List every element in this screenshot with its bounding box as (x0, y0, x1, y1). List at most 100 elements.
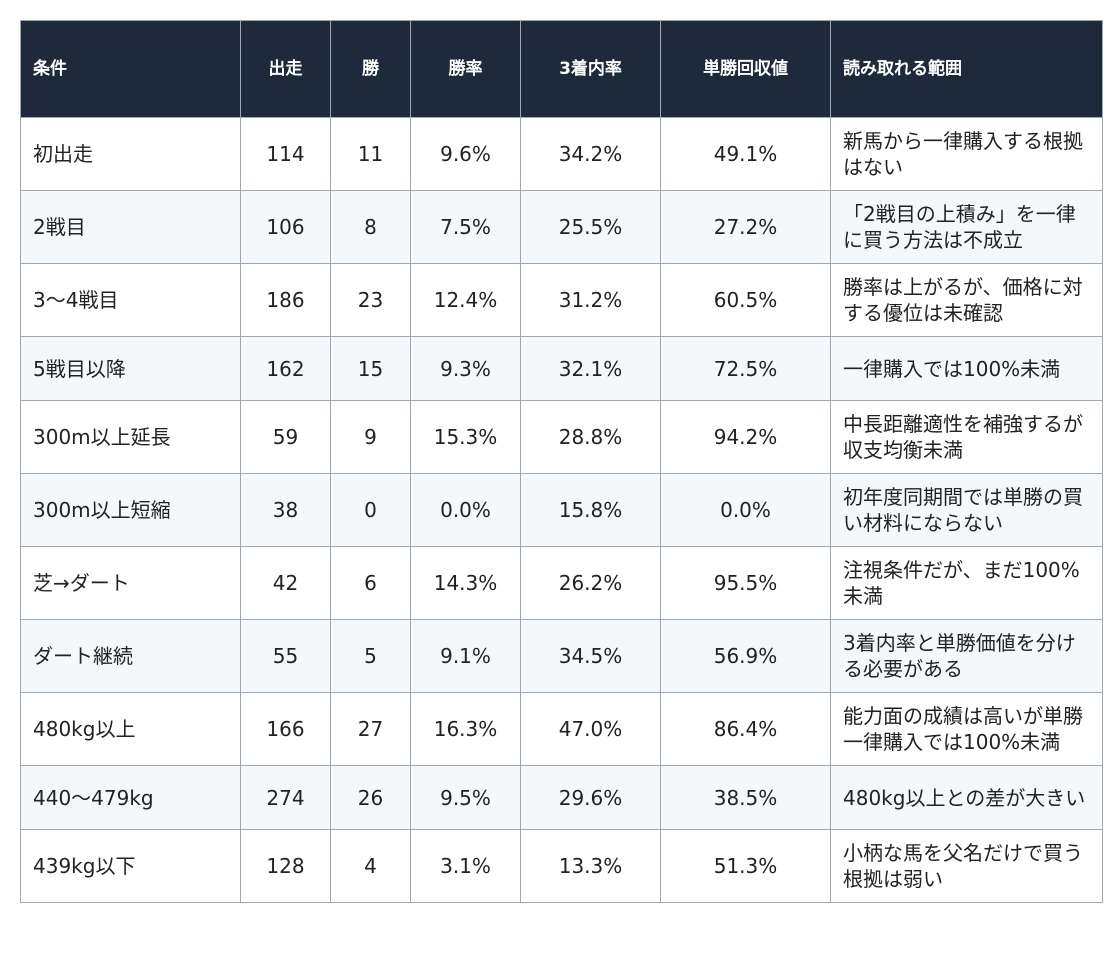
value-cell: 25.5% (520, 190, 661, 264)
value-cell: 38 (240, 473, 331, 547)
header-cell: 単勝回収値 (660, 20, 831, 118)
value-cell: 11 (330, 117, 411, 191)
note-cell: 新馬から一律購入する根拠はない (830, 117, 1103, 191)
header-cell: 条件 (20, 20, 241, 118)
value-cell: 7.5% (410, 190, 521, 264)
value-cell: 47.0% (520, 692, 661, 766)
table-row: 芝→ダート 42 6 14.3% 26.2% 95.5% 注視条件だが、まだ100%未満 (20, 546, 1103, 620)
value-cell: 4 (330, 829, 411, 903)
value-cell: 128 (240, 829, 331, 903)
header-cell: 勝率 (410, 20, 521, 118)
value-cell: 26.2% (520, 546, 661, 620)
value-cell: 60.5% (660, 263, 831, 337)
value-cell: 16.3% (410, 692, 521, 766)
condition-cell: 初出走 (20, 117, 241, 191)
value-cell: 15.3% (410, 400, 521, 474)
value-cell: 9.1% (410, 619, 521, 693)
condition-cell: 300m以上延長 (20, 400, 241, 474)
header-cell: 読み取れる範囲 (830, 20, 1103, 118)
value-cell: 72.5% (660, 336, 831, 401)
value-cell: 34.2% (520, 117, 661, 191)
value-cell: 29.6% (520, 765, 661, 830)
value-cell: 9 (330, 400, 411, 474)
table-row: 2戦目 106 8 7.5% 25.5% 27.2% 「2戦目の上積み」を一律に買う方法は不… (20, 190, 1103, 264)
note-cell: 初年度同期間では単勝の買い材料にならない (830, 473, 1103, 547)
value-cell: 59 (240, 400, 331, 474)
value-cell: 31.2% (520, 263, 661, 337)
value-cell: 0.0% (410, 473, 521, 547)
value-cell: 9.6% (410, 117, 521, 191)
value-cell: 94.2% (660, 400, 831, 474)
note-cell: 「2戦目の上積み」を一律に買う方法は不成立 (830, 190, 1103, 264)
condition-cell: 480kg以上 (20, 692, 241, 766)
value-cell: 15 (330, 336, 411, 401)
value-cell: 38.5% (660, 765, 831, 830)
table-row: 300m以上延長 59 9 15.3% 28.8% 94.2% 中長距離適性を補強するが収支… (20, 400, 1103, 474)
note-cell: 中長距離適性を補強するが収支均衡未満 (830, 400, 1103, 474)
condition-cell: 2戦目 (20, 190, 241, 264)
table-row: 300m以上短縮 38 0 0.0% 15.8% 0.0% 初年度同期間では単勝の買い材料に… (20, 473, 1103, 547)
value-cell: 26 (330, 765, 411, 830)
value-cell: 23 (330, 263, 411, 337)
table-body: 初出走 114 11 9.6% 34.2% 49.1% 新馬から一律購入する根拠はない 2戦目… (20, 117, 1103, 903)
value-cell: 162 (240, 336, 331, 401)
header-cell: 出走 (240, 20, 331, 118)
value-cell: 12.4% (410, 263, 521, 337)
value-cell: 13.3% (520, 829, 661, 903)
value-cell: 9.5% (410, 765, 521, 830)
note-cell: 小柄な馬を父名だけで買う根拠は弱い (830, 829, 1103, 903)
value-cell: 186 (240, 263, 331, 337)
value-cell: 32.1% (520, 336, 661, 401)
value-cell: 55 (240, 619, 331, 693)
value-cell: 28.8% (520, 400, 661, 474)
value-cell: 106 (240, 190, 331, 264)
value-cell: 27.2% (660, 190, 831, 264)
condition-cell: 440〜479kg (20, 765, 241, 830)
value-cell: 9.3% (410, 336, 521, 401)
value-cell: 15.8% (520, 473, 661, 547)
condition-cell: 439kg以下 (20, 829, 241, 903)
condition-cell: 5戦目以降 (20, 336, 241, 401)
note-cell: 3着内率と単勝価値を分ける必要がある (830, 619, 1103, 693)
value-cell: 114 (240, 117, 331, 191)
value-cell: 8 (330, 190, 411, 264)
table-row: 480kg以上 166 27 16.3% 47.0% 86.4% 能力面の成績は高いが単勝一… (20, 692, 1103, 766)
value-cell: 5 (330, 619, 411, 693)
value-cell: 42 (240, 546, 331, 620)
data-table: 条件 出走勝勝率 3着内率 単勝回収値 読み取れる範囲 初出走 114 11 9.6% 34.2… (20, 20, 1103, 903)
value-cell: 56.9% (660, 619, 831, 693)
condition-cell: 3〜4戦目 (20, 263, 241, 337)
note-cell: 能力面の成績は高いが単勝一律購入では100%未満 (830, 692, 1103, 766)
value-cell: 166 (240, 692, 331, 766)
condition-cell: 芝→ダート (20, 546, 241, 620)
header-cell: 3着内率 (520, 20, 661, 118)
condition-cell: 300m以上短縮 (20, 473, 241, 547)
table-row: ダート継続 55 5 9.1% 34.5% 56.9% 3着内率と単勝価値を分ける必要がある (20, 619, 1103, 693)
value-cell: 0.0% (660, 473, 831, 547)
value-cell: 3.1% (410, 829, 521, 903)
value-cell: 0 (330, 473, 411, 547)
table-row: 439kg以下 128 4 3.1% 13.3% 51.3% 小柄な馬を父名だけで買う根拠は… (20, 829, 1103, 903)
condition-cell: ダート継続 (20, 619, 241, 693)
table-row: 初出走 114 11 9.6% 34.2% 49.1% 新馬から一律購入する根拠はない (20, 117, 1103, 191)
header-cell: 勝 (330, 20, 411, 118)
value-cell: 274 (240, 765, 331, 830)
value-cell: 27 (330, 692, 411, 766)
value-cell: 49.1% (660, 117, 831, 191)
value-cell: 51.3% (660, 829, 831, 903)
table-row: 440〜479kg 274 26 9.5% 29.6% 38.5% 480kg以上との差が大… (20, 765, 1103, 830)
note-cell: 勝率は上がるが、価格に対する優位は未確認 (830, 263, 1103, 337)
value-cell: 86.4% (660, 692, 831, 766)
header-row: 条件 出走勝勝率 3着内率 単勝回収値 読み取れる範囲 (20, 20, 1103, 118)
table-row: 3〜4戦目 186 23 12.4% 31.2% 60.5% 勝率は上がるが、価格に対する優… (20, 263, 1103, 337)
note-cell: 注視条件だが、まだ100%未満 (830, 546, 1103, 620)
note-cell: 480kg以上との差が大きい (830, 765, 1103, 830)
value-cell: 6 (330, 546, 411, 620)
value-cell: 95.5% (660, 546, 831, 620)
value-cell: 34.5% (520, 619, 661, 693)
table-row: 5戦目以降 162 15 9.3% 32.1% 72.5% 一律購入では100%未満 (20, 336, 1103, 401)
note-cell: 一律購入では100%未満 (830, 336, 1103, 401)
value-cell: 14.3% (410, 546, 521, 620)
